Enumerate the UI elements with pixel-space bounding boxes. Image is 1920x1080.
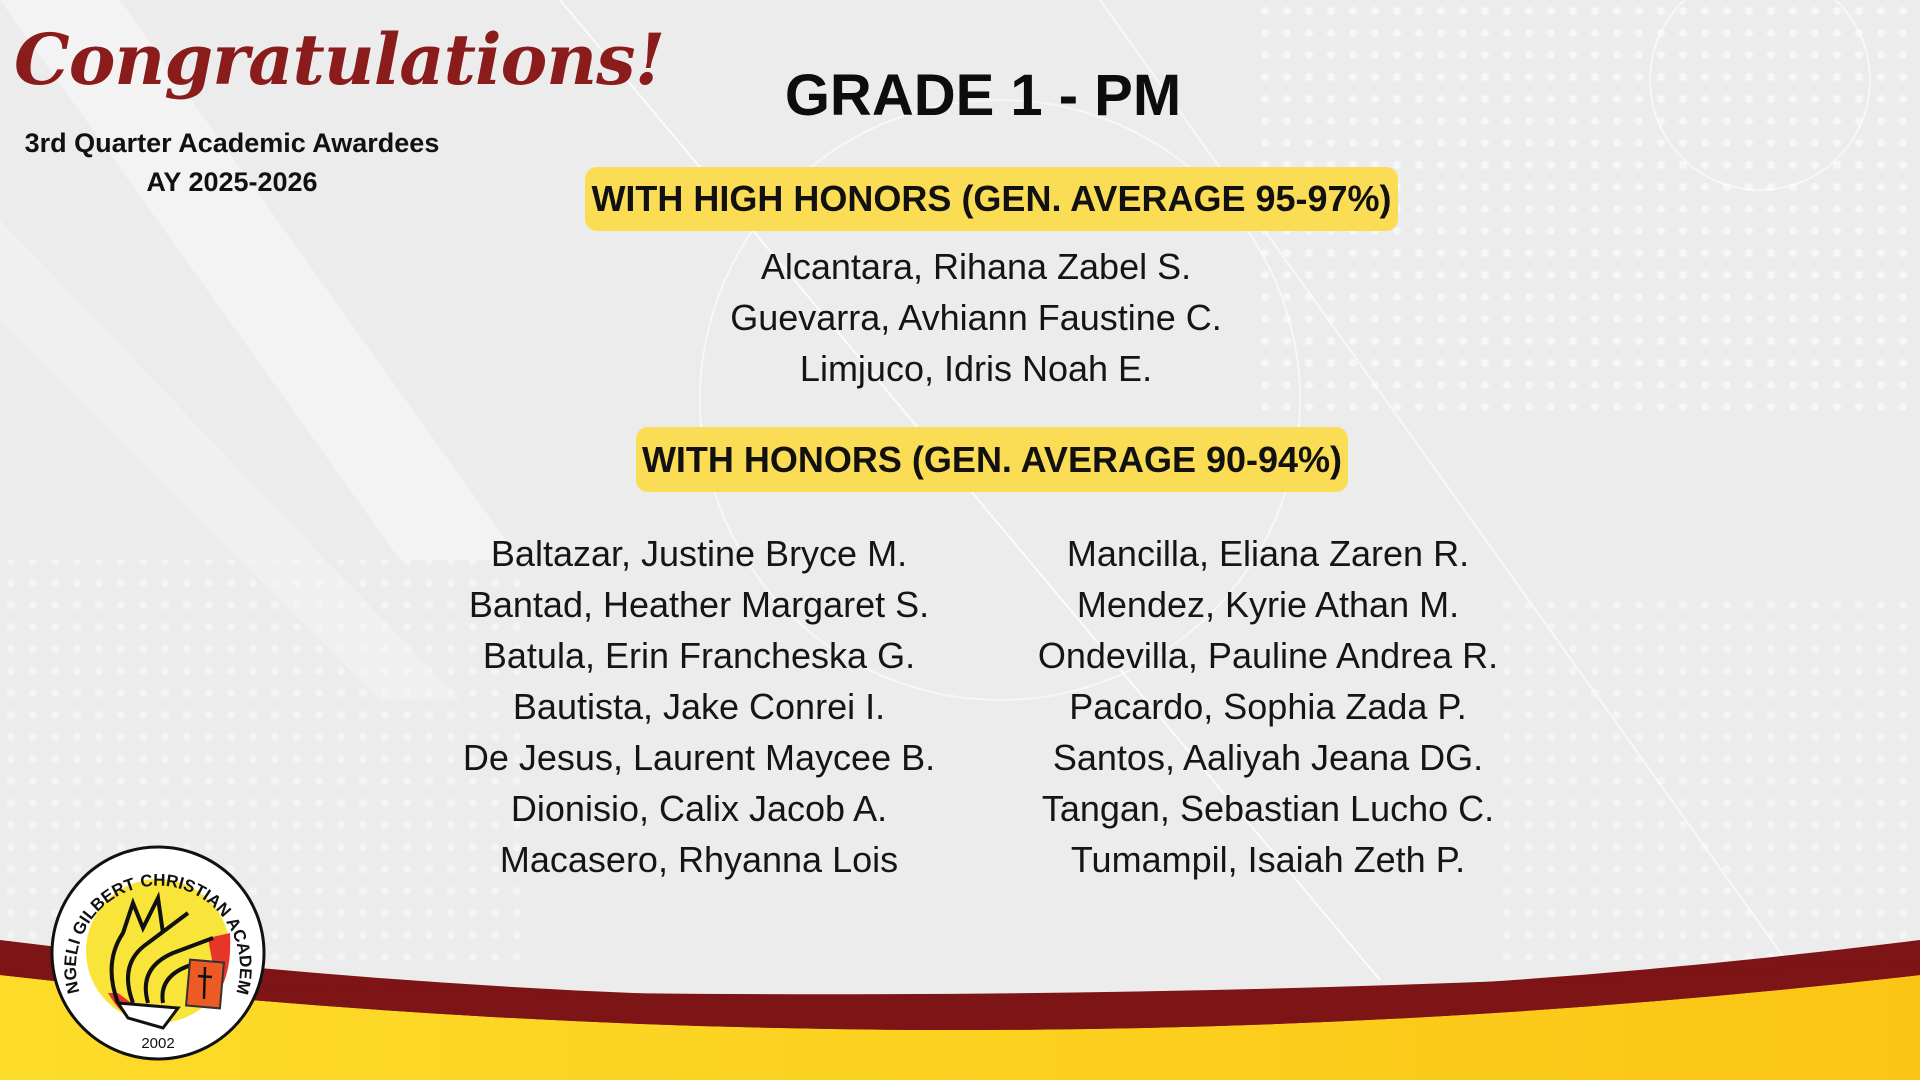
- list-item: Limjuco, Idris Noah E.: [799, 348, 1153, 389]
- school-logo: ANGELI GILBERT CHRISTIAN ACADEMY 2002: [48, 843, 266, 1061]
- list-item: Batula, Erin Francheska G.: [482, 635, 916, 676]
- list-item: Tumampil, Isaiah Zeth P.: [1070, 839, 1466, 880]
- list-item: Bautista, Jake Conrei I.: [512, 686, 886, 727]
- list-item: Tangan, Sebastian Lucho C.: [1041, 788, 1495, 829]
- list-item: Ondevilla, Pauline Andrea R.: [1037, 635, 1499, 676]
- honors-badge: WITH HONORS (GEN. AVERAGE 90-94%): [636, 427, 1348, 492]
- list-item: Alcantara, Rihana Zabel S.: [760, 246, 1192, 287]
- logo-year: 2002: [141, 1035, 174, 1052]
- list-item: Bantad, Heather Margaret S.: [468, 584, 930, 625]
- academic-year: AY 2025-2026: [146, 167, 318, 197]
- list-item: Guevarra, Avhiann Faustine C.: [730, 297, 1222, 338]
- grade-title: GRADE 1 - PM: [784, 63, 1182, 128]
- list-item: Dionisio, Calix Jacob A.: [510, 788, 888, 829]
- list-item: Santos, Aaliyah Jeana DG.: [1052, 737, 1484, 778]
- subtitle: 3rd Quarter Academic Awardees: [24, 128, 440, 158]
- honors-list-right: Mancilla, Eliana Zaren R. Mendez, Kyrie …: [968, 528, 1568, 885]
- list-item: Mendez, Kyrie Athan M.: [1076, 584, 1460, 625]
- list-item: Mancilla, Eliana Zaren R.: [1066, 533, 1470, 574]
- high-honors-list: Alcantara, Rihana Zabel S. Guevarra, Avh…: [676, 241, 1276, 394]
- list-item: Pacardo, Sophia Zada P.: [1069, 686, 1467, 727]
- list-item: De Jesus, Laurent Maycee B.: [462, 737, 936, 778]
- honors-list-left: Baltazar, Justine Bryce M. Bantad, Heath…: [399, 528, 999, 885]
- list-item: Macasero, Rhyanna Lois: [499, 839, 899, 880]
- congratulations-title: Congratulations!: [14, 18, 665, 101]
- high-honors-badge: WITH HIGH HONORS (GEN. AVERAGE 95-97%): [585, 167, 1398, 231]
- list-item: Baltazar, Justine Bryce M.: [490, 533, 908, 574]
